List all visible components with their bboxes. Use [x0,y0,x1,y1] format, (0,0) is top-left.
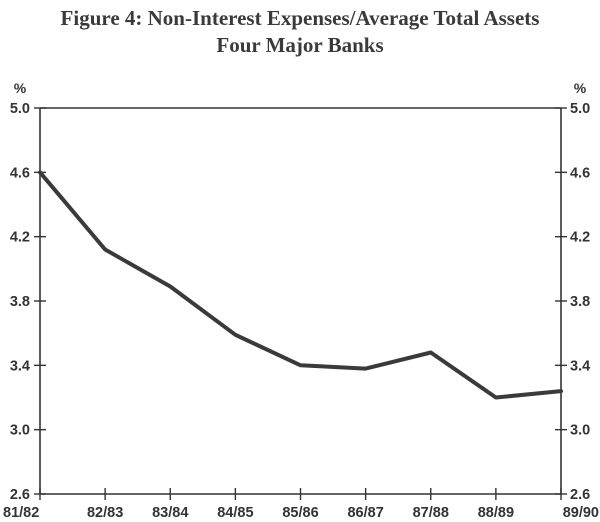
x-tick-label: 82/83 [87,505,123,521]
x-tick-label: 81/82 [3,505,39,521]
x-tick-label: 87/88 [413,505,449,521]
y-axis-left: 5.0 4.6 4.2 3.8 3.4 3.0 2.6 [10,101,46,503]
y-tick-label-right: 4.2 [570,230,590,246]
x-tick-label: 89/90 [563,505,599,521]
x-axis: 81/82 82/83 83/84 84/85 85/86 86/87 87/88 88/89… [3,488,599,521]
y-tick-label-right: 5.0 [570,101,590,117]
y-axis-unit-left: % [14,80,27,96]
y-tick-label-left: 5.0 [10,101,30,117]
x-tick-label: 86/87 [347,505,383,521]
chart-subtitle: Four Major Banks [216,33,383,57]
plot-frame [39,107,562,495]
y-tick-label-right: 4.6 [570,165,590,181]
x-tick-label: 84/85 [217,505,253,521]
x-tick-label: 88/89 [478,505,514,521]
series-group [38,170,563,400]
series-line [38,170,563,400]
y-tick-label-right: 3.4 [570,358,590,374]
y-axis-unit-right: % [574,80,587,96]
y-tick-label-right: 3.8 [570,294,590,310]
y-tick-label-left: 3.8 [10,294,30,310]
x-tick-label: 85/86 [282,505,318,521]
y-tick-label-left: 4.6 [10,165,30,181]
y-tick-label-left: 2.6 [10,487,30,503]
y-tick-label-left: 4.2 [10,230,30,246]
x-tick-label: 83/84 [152,505,188,521]
y-axis-right: 5.0 4.6 4.2 3.8 3.4 3.0 2.6 [555,101,590,503]
y-tick-label-right: 2.6 [570,487,590,503]
y-tick-label-left: 3.4 [10,358,30,374]
y-tick-label-right: 3.0 [570,423,590,439]
chart-title: Figure 4: Non-Interest Expenses/Average … [61,6,540,30]
y-tick-label-left: 3.0 [10,423,30,439]
